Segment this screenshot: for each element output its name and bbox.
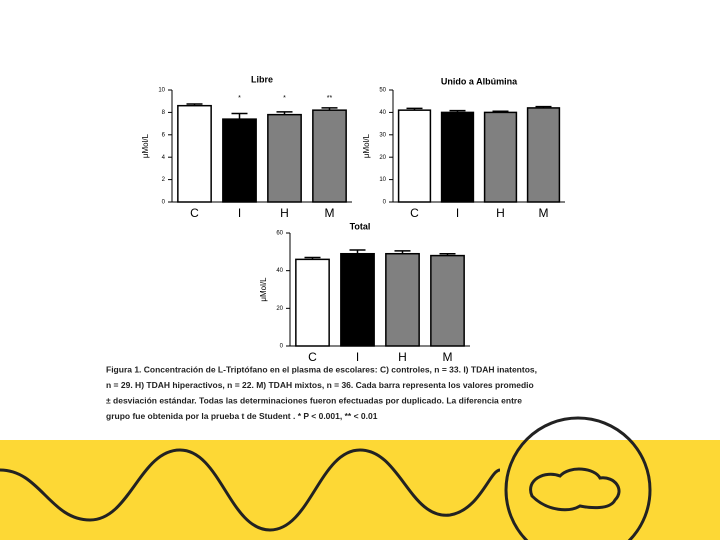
- y-tick-label: 8: [162, 110, 166, 116]
- x-tick-label: M: [539, 206, 549, 220]
- x-tick-label: M: [443, 350, 453, 364]
- error-bar: [276, 111, 293, 115]
- error-bar: [406, 107, 423, 111]
- x-tick-label: H: [398, 350, 407, 364]
- bar: [397, 109, 432, 203]
- bar: [340, 252, 375, 347]
- significance-label: *: [238, 95, 241, 102]
- x-tick-label: C: [410, 206, 419, 220]
- y-tick-label: 40: [276, 268, 283, 274]
- bar: [312, 109, 347, 203]
- y-tick-label: 2: [162, 177, 166, 183]
- bar: [267, 113, 302, 203]
- bar: [295, 258, 330, 347]
- y-tick-label: 6: [162, 132, 166, 138]
- x-tick-label: I: [456, 206, 459, 220]
- y-tick-label: 60: [276, 231, 283, 237]
- chart-title: Unido a Albúmina: [441, 76, 518, 86]
- error-bar: [186, 103, 203, 106]
- error-bar: [535, 105, 552, 108]
- significance-label: **: [327, 95, 333, 102]
- x-tick-label: C: [308, 350, 317, 364]
- y-tick-label: 0: [383, 200, 387, 206]
- bar: [440, 111, 475, 203]
- bar: [222, 118, 257, 203]
- icon-circle: [504, 416, 652, 545]
- y-tick-label: 30: [379, 132, 386, 138]
- y-axis-label: μMol/L: [259, 277, 268, 302]
- x-tick-label: H: [496, 206, 505, 220]
- error-bar: [449, 109, 466, 113]
- y-axis-label: μMol/L: [362, 133, 371, 158]
- y-tick-label: 50: [379, 88, 386, 94]
- chart-title: Libre: [251, 74, 273, 84]
- y-tick-label: 10: [379, 177, 386, 183]
- bar: [430, 254, 465, 347]
- error-bar: [321, 107, 338, 111]
- charts: Libre μMol/L 0 2 4 6 8 10 C * I * H ** M Unido a Albúmi…: [141, 74, 565, 364]
- x-tick-label: I: [356, 350, 359, 364]
- brain-icon: [529, 467, 621, 512]
- bar: [385, 252, 420, 347]
- bar: [177, 104, 212, 203]
- y-tick-label: 0: [162, 200, 166, 206]
- y-tick-label: 20: [379, 155, 386, 161]
- caption-line: n = 29. H) TDAH hiperactivos, n = 22. M)…: [106, 380, 534, 390]
- x-tick-label: M: [325, 206, 335, 220]
- caption-line: Figura 1. Concentración de L-Triptófano …: [106, 364, 537, 374]
- error-bar: [492, 110, 509, 113]
- y-tick-label: 20: [276, 306, 283, 312]
- y-tick-label: 0: [280, 344, 284, 350]
- y-axis-label: μMol/L: [141, 133, 150, 158]
- y-tick-label: 4: [162, 155, 166, 161]
- significance-label: *: [283, 95, 286, 102]
- bar: [483, 111, 518, 203]
- chart-title: Total: [350, 221, 371, 231]
- wave-decoration: [0, 448, 501, 532]
- x-tick-label: I: [238, 206, 241, 220]
- x-tick-label: C: [190, 206, 199, 220]
- x-tick-label: H: [280, 206, 289, 220]
- y-tick-label: 10: [158, 88, 165, 94]
- caption-line: grupo fue obtenida por la prueba t de St…: [106, 411, 378, 421]
- error-bar: [304, 256, 321, 260]
- error-bar: [394, 250, 411, 254]
- y-tick-label: 40: [379, 110, 386, 116]
- error-bar: [439, 252, 456, 256]
- caption: Figura 1. Concentración de L-Triptófano …: [106, 364, 537, 421]
- caption-line: ± desviación estándar. Todas las determi…: [106, 395, 522, 405]
- footer-band: [0, 440, 720, 540]
- error-bar: [231, 112, 248, 120]
- error-bar: [349, 249, 366, 254]
- bar: [526, 107, 561, 203]
